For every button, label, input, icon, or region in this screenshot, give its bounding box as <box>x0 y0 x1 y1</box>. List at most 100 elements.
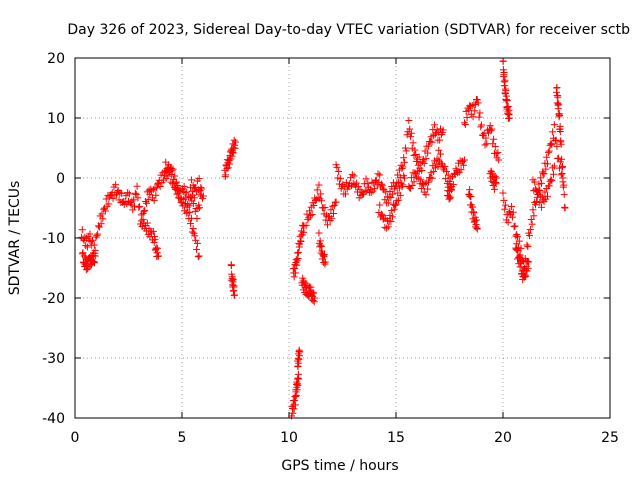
data-point <box>526 232 534 240</box>
data-point <box>522 272 530 280</box>
data-point <box>398 165 406 173</box>
data-point <box>141 206 149 214</box>
data-point <box>342 179 350 187</box>
data-point <box>537 174 545 182</box>
data-point <box>422 155 430 163</box>
data-point <box>154 252 162 260</box>
data-point <box>548 141 556 149</box>
data-point <box>330 209 338 217</box>
data-point <box>302 221 310 229</box>
y-tick-label: 20 <box>47 51 65 67</box>
data-point <box>461 121 469 129</box>
data-point <box>294 381 302 389</box>
data-point <box>116 189 124 197</box>
data-point <box>354 183 362 191</box>
data-point <box>321 204 329 212</box>
data-point <box>533 187 541 195</box>
data-point <box>293 386 301 394</box>
data-point <box>183 188 191 196</box>
data-point <box>405 116 413 124</box>
data-point <box>297 238 305 246</box>
data-point <box>399 163 407 171</box>
data-point <box>78 226 86 234</box>
data-point <box>376 201 384 209</box>
data-point <box>426 173 434 181</box>
data-point <box>101 207 109 215</box>
data-point <box>142 199 150 207</box>
data-point <box>306 212 314 220</box>
data-point <box>353 179 361 187</box>
data-point <box>557 171 565 179</box>
data-point <box>443 167 451 175</box>
data-point <box>549 164 557 172</box>
data-point <box>406 125 414 133</box>
data-point <box>387 218 395 226</box>
data-point <box>509 208 517 216</box>
data-point <box>300 228 308 236</box>
data-point <box>560 181 568 189</box>
data-point <box>139 215 147 223</box>
data-point <box>187 176 195 184</box>
data-point <box>503 97 511 105</box>
data-point <box>318 247 326 255</box>
data-point <box>513 240 521 248</box>
data-point <box>390 205 398 213</box>
data-point <box>328 214 336 222</box>
data-point <box>294 362 302 370</box>
data-point <box>478 121 486 129</box>
data-point <box>504 102 512 110</box>
data-point <box>512 232 520 240</box>
data-point <box>196 204 204 212</box>
data-point <box>524 243 532 251</box>
data-point <box>510 223 518 231</box>
data-point <box>409 139 417 147</box>
data-point <box>471 107 479 115</box>
data-point <box>426 137 434 145</box>
data-point <box>476 109 484 117</box>
data-point <box>128 197 136 205</box>
data-point <box>493 174 501 182</box>
data-point <box>500 196 508 204</box>
data-point <box>401 144 409 152</box>
data-point <box>317 190 325 198</box>
data-point <box>229 275 237 283</box>
data-point <box>367 189 375 197</box>
data-point <box>310 201 318 209</box>
data-point <box>153 184 161 192</box>
data-point <box>538 203 546 211</box>
data-point <box>395 196 403 204</box>
data-point <box>402 147 410 155</box>
data-point <box>499 57 507 65</box>
data-point <box>226 160 234 168</box>
data-point <box>99 215 107 223</box>
data-point <box>447 174 455 182</box>
data-point <box>377 210 385 218</box>
data-point <box>468 101 476 109</box>
data-point <box>311 294 319 302</box>
data-point <box>90 259 98 267</box>
data-point <box>399 181 407 189</box>
data-point <box>186 208 194 216</box>
data-point <box>508 213 516 221</box>
data-point <box>548 177 556 185</box>
data-point <box>393 179 401 187</box>
data-point <box>336 175 344 183</box>
data-point <box>90 241 98 249</box>
data-point <box>415 153 423 161</box>
data-point <box>131 189 139 197</box>
data-point <box>92 233 100 241</box>
data-point <box>151 236 159 244</box>
data-point <box>195 175 203 183</box>
data-point <box>330 201 338 209</box>
data-point <box>553 84 561 92</box>
data-point <box>122 192 130 200</box>
data-point <box>540 170 548 178</box>
data-point <box>555 154 563 162</box>
y-tick-label: -40 <box>42 411 65 427</box>
data-point <box>196 187 204 195</box>
data-point <box>100 205 108 213</box>
data-point <box>511 222 519 230</box>
data-point <box>187 220 195 228</box>
data-point <box>125 190 133 198</box>
data-point <box>482 134 490 142</box>
